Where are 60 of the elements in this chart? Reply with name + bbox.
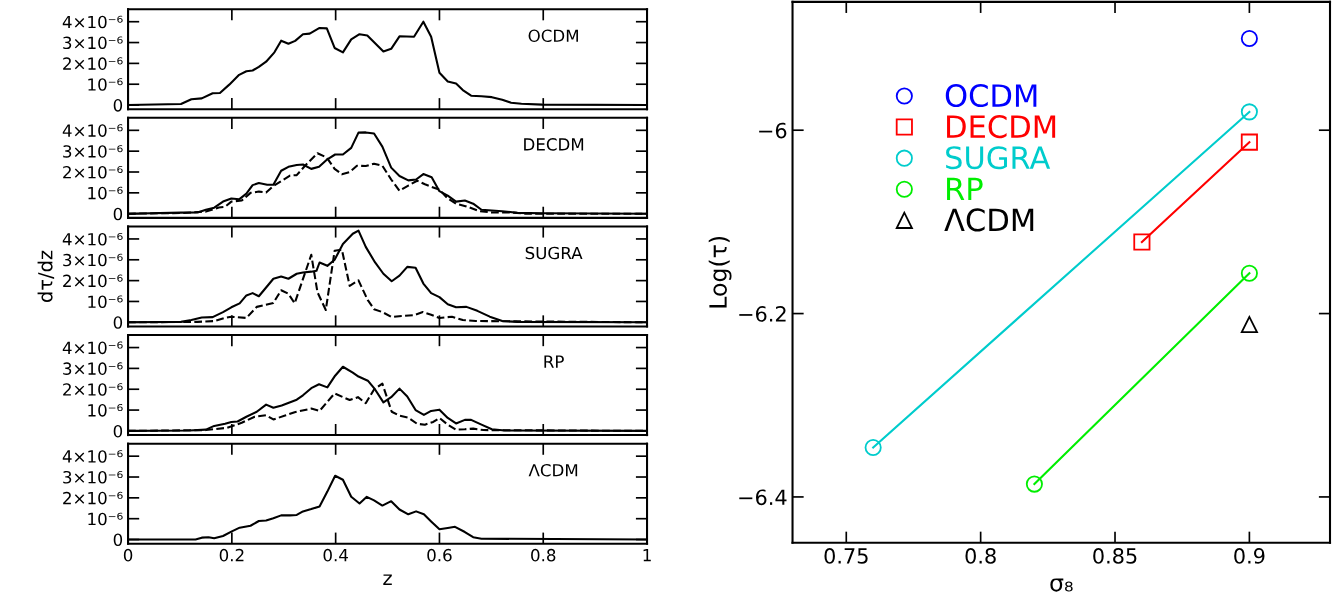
legend-label: RP	[947, 177, 983, 200]
y-tick-label: 0	[113, 207, 123, 221]
y-tick-label: −6	[759, 122, 787, 139]
legend-label: DECDM	[947, 115, 1056, 139]
y-tick-label: 10⁻⁶	[88, 186, 123, 200]
point	[1240, 316, 1258, 334]
legend-label: OCDM	[945, 83, 1037, 108]
x-tick-label: 0.8	[965, 548, 996, 564]
point	[864, 438, 882, 456]
y-tick-label: 0	[113, 316, 123, 329]
y-tick-label: 10⁻⁶	[88, 295, 123, 309]
y-tick-label: 4×10⁻⁶	[62, 450, 123, 463]
y-tick-label: 2×10⁻⁶	[63, 491, 123, 505]
y-tick-label: 10⁻⁶	[88, 512, 123, 526]
annotation: OCDM	[528, 29, 578, 43]
annotation: DECDM	[524, 138, 584, 151]
y-tick-label: 2×10⁻⁶	[63, 165, 123, 179]
annotation: SUGRA	[525, 246, 583, 260]
y-tick-label: 0	[113, 99, 123, 112]
y-tick-label: 3×10⁻⁶	[63, 253, 123, 267]
point	[1133, 233, 1151, 251]
y-axis-title: dτ/dz	[37, 250, 55, 302]
legend-label: SUGRA	[946, 146, 1051, 170]
point	[1025, 475, 1043, 493]
x-tick-label: 0.9	[1234, 548, 1265, 564]
y-tick-label: 3×10⁻⁶	[63, 470, 123, 484]
x-tick-label: 0.75	[824, 548, 868, 564]
y-tick-label: 10⁻⁶	[88, 78, 123, 91]
x-tick-label: 0.4	[323, 548, 348, 562]
point	[1240, 103, 1258, 121]
annotation: ΛCDM	[528, 463, 578, 477]
y-tick-label: 4×10⁻⁶	[62, 232, 123, 246]
y-tick-label: 3×10⁻⁶	[63, 145, 123, 158]
y-tick-label: −6.2	[739, 306, 786, 322]
x-tick-label: 0.8	[531, 548, 556, 562]
x-tick-label: 1	[643, 549, 651, 562]
point	[1240, 29, 1258, 48]
point	[1240, 133, 1258, 151]
y-tick-label: −6.4	[739, 489, 787, 506]
y-tick-label: 10⁻⁶	[88, 404, 123, 417]
y-axis-title: Log(τ)	[708, 236, 732, 308]
y-tick-label: 4×10⁻⁶	[62, 124, 123, 137]
y-tick-label: 2×10⁻⁶	[63, 383, 123, 396]
annotation: RP	[544, 355, 564, 368]
y-tick-label: 2×10⁻⁶	[63, 57, 123, 70]
y-tick-label: 0	[113, 424, 123, 438]
x-tick-label: 0.2	[219, 548, 244, 562]
x-tick-label: 0.6	[427, 548, 452, 562]
y-tick-label: 3×10⁻⁶	[63, 36, 123, 50]
legend-label: ΛCDM	[944, 208, 1034, 232]
y-tick-label: 4×10⁻⁶	[62, 15, 123, 29]
y-tick-label: 3×10⁻⁶	[63, 362, 123, 375]
x-tick-label: 0	[123, 548, 133, 562]
x-tick-label: 0.85	[1093, 548, 1137, 564]
y-tick-label: 2×10⁻⁶	[63, 274, 123, 288]
point	[1240, 264, 1258, 282]
x-axis-title: z	[383, 574, 392, 586]
y-tick-label: 4×10⁻⁶	[62, 341, 123, 355]
x-axis-title: σ₈	[1050, 578, 1073, 592]
y-tick-label: 0	[113, 533, 123, 547]
